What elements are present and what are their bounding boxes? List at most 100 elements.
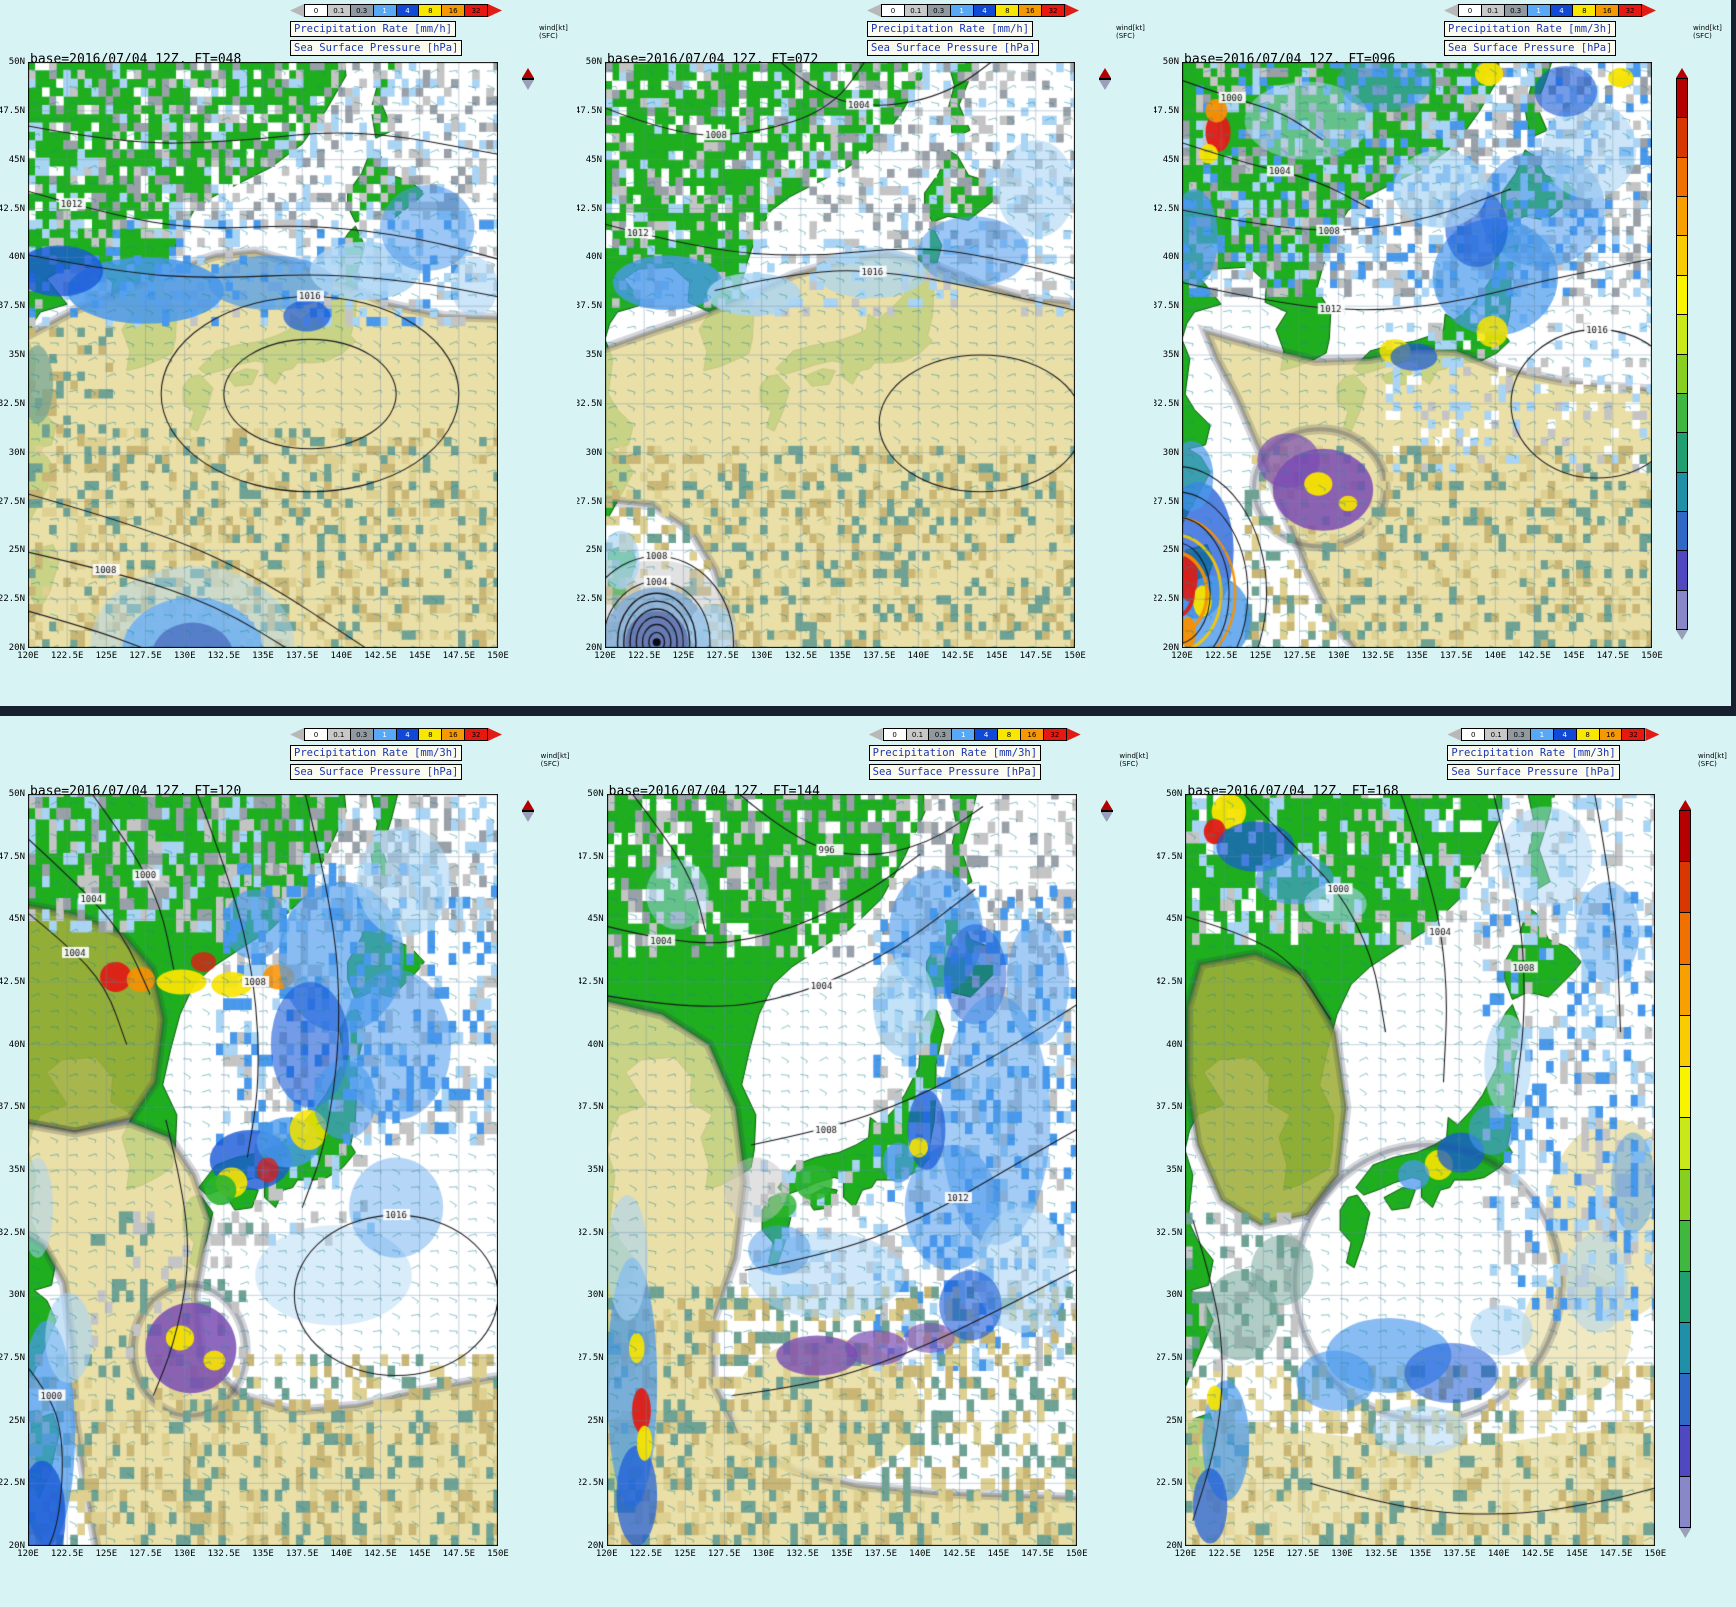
lon-tick-label: 130E — [1327, 651, 1350, 661]
lon-tick-label: 132.5E — [207, 1549, 241, 1559]
pressure-label: Sea Surface Pressure [hPa] — [290, 764, 463, 780]
lon-tick-label: 125E — [674, 1549, 696, 1559]
wind-colorbar-segment — [1680, 913, 1691, 965]
lon-tick-label: 120E — [1171, 651, 1193, 661]
colorbar-segment: 0 — [305, 5, 328, 16]
colorbar-segment: 32 — [1619, 5, 1641, 16]
lon-tick-label: 125E — [672, 651, 695, 661]
colorbar-segments: 0 0.1 0.3 1 4 8 16 32 — [304, 4, 488, 17]
colorbar-tick-label: 4 — [405, 6, 410, 15]
lon-tick-label: 120E — [17, 1549, 39, 1559]
lon-tick-label: 135E — [1406, 651, 1428, 661]
lon-tick-label: 150E — [1641, 651, 1663, 661]
wind-colorbar-segment — [1680, 1067, 1691, 1119]
colorbar-right-arrow-icon — [1642, 4, 1656, 17]
colorbar-segment: 0 — [1459, 5, 1482, 16]
precip-rate-label: Precipitation Rate [mm/h] — [290, 21, 457, 37]
lon-tick-label: 127.5E — [1283, 651, 1316, 661]
colorbar-left-arrow-icon — [868, 728, 883, 741]
windbar-top-arrow-icon — [1099, 68, 1111, 78]
colorbar-segment: 0.3 — [350, 5, 374, 16]
forecast-panel-6: base=2016/07/04 12Z, FT=168 VALID=1288/J… — [1157, 716, 1736, 1607]
lon-tick-label: 147.5E — [1019, 651, 1053, 661]
wind-speed-colorbar — [1099, 68, 1111, 90]
lat-tick-label: 25N — [585, 545, 602, 556]
lat-tick-label: 40N — [8, 252, 25, 263]
legend-block: 0 0.1 0.3 1 4 8 16 32 Precipitation Rate [mm/3h… — [868, 728, 1081, 780]
colorbar-tick-label: 32 — [471, 730, 481, 739]
lat-tick-label: 45N — [1166, 914, 1183, 925]
lat-tick-label: 45N — [8, 914, 25, 925]
colorbar-left-arrow-icon — [1444, 4, 1458, 17]
colorbar-tick-label: 1 — [382, 730, 387, 739]
colorbar-segment: 16 — [1019, 5, 1043, 16]
latitude-axis: 50N 47.5N 45N 42.5N 40N 37.5N 35N 32.5N 30N 27.5N… — [0, 789, 26, 1551]
longitude-axis: 120E 122.5E 125E 127.5E 130E 132.5E 135E 137.5E… — [1159, 1547, 1733, 1561]
wind-colorbar-segment — [1677, 315, 1687, 355]
pressure-label: Sea Surface Pressure [hPa] — [868, 764, 1042, 780]
precip-colorbar: 0 0.1 0.3 1 4 8 16 32 — [1444, 4, 1656, 17]
lon-tick-label: 142.5E — [364, 651, 397, 661]
colorbar-tick-label: 16 — [1027, 730, 1037, 739]
colorbar-tick-label: 4 — [1559, 6, 1564, 15]
lat-tick-label: 27.5N — [578, 1353, 604, 1363]
lon-tick-label: 150E — [487, 1549, 509, 1559]
colorbar-segment: 32 — [465, 729, 487, 740]
wind-colorbar-segment — [1677, 79, 1687, 119]
colorbar-tick-label: 16 — [1602, 6, 1612, 15]
precip-rate-label: Precipitation Rate [mm/3h] — [290, 745, 463, 761]
weather-map-canvas — [1182, 62, 1652, 648]
colorbar-right-arrow-icon — [488, 728, 502, 741]
lat-tick-label: 45N — [587, 914, 604, 925]
colorbar-tick-label: 16 — [448, 730, 458, 739]
lat-tick-label: 42.5N — [578, 977, 604, 987]
lon-tick-label: 137.5E — [864, 1549, 898, 1559]
lon-tick-label: 132.5E — [786, 1549, 819, 1559]
colorbar-tick-label: 4 — [1562, 730, 1568, 739]
colorbar-segments: 0 0.1 0.3 1 4 8 16 32 — [1458, 4, 1642, 17]
colorbar-tick-label: 0.3 — [1513, 730, 1525, 739]
lat-tick-label: 42.5N — [0, 203, 25, 214]
lat-tick-label: 50N — [1162, 57, 1179, 67]
windbar-segments — [522, 810, 534, 812]
windbar-bottom-arrow-icon — [1679, 1528, 1692, 1538]
colorbar-segment: 0.1 — [904, 5, 928, 16]
colorbar-tick-label: 1 — [1539, 730, 1545, 739]
lat-tick-label: 30N — [8, 1290, 25, 1301]
latitude-axis: 50N 47.5N 45N 42.5N 40N 37.5N 35N 32.5N 30N 27.5N… — [0, 57, 26, 653]
colorbar-left-arrow-icon — [1447, 728, 1462, 741]
colorbar-segment: 0.3 — [929, 729, 953, 740]
wind-colorbar-segment — [1677, 551, 1687, 591]
lon-tick-label: 132.5E — [784, 651, 818, 661]
lat-tick-label: 40N — [8, 1039, 25, 1050]
lon-tick-label: 130E — [750, 651, 773, 661]
wind-colorbar-segment — [1677, 433, 1687, 473]
lat-tick-label: 32.5N — [578, 1227, 604, 1238]
colorbar-tick-label: 0.3 — [1510, 6, 1522, 15]
colorbar-tick-label: 1 — [961, 730, 966, 739]
lat-tick-label: 27.5N — [1157, 1353, 1183, 1363]
lat-tick-label: 50N — [587, 789, 604, 799]
legend-block: 0 0.1 0.3 1 4 8 16 32 Precipitation Rate [mm/3h… — [290, 728, 502, 780]
windbar-segments — [1676, 78, 1688, 630]
lat-tick-label: 47.5N — [1157, 851, 1183, 862]
colorbar-tick-label: 8 — [1005, 6, 1010, 15]
windbar-top-arrow-icon — [522, 68, 534, 78]
lon-tick-label: 140E — [330, 651, 353, 661]
colorbar-tick-label: 0.1 — [1487, 6, 1499, 15]
wind-colorbar-segment — [1677, 236, 1687, 276]
windbar-top-arrow-icon — [522, 800, 534, 810]
lat-tick-label: 20N — [8, 1541, 25, 1551]
lon-tick-label: 122.5E — [629, 1549, 663, 1559]
lat-tick-label: 22.5N — [1154, 594, 1179, 605]
colorbar-tick-label: 0.1 — [333, 730, 345, 739]
lon-tick-label: 130E — [173, 1549, 196, 1559]
lat-tick-label: 27.5N — [0, 496, 25, 507]
lat-tick-label: 35N — [585, 350, 602, 360]
lat-tick-label: 47.5N — [577, 105, 602, 116]
lon-tick-label: 142.5E — [941, 651, 974, 661]
lat-tick-label: 30N — [1162, 447, 1179, 458]
lon-tick-label: 150E — [1065, 1549, 1088, 1559]
lat-tick-label: 32.5N — [577, 398, 602, 409]
colorbar-tick-label: 1 — [382, 6, 387, 15]
